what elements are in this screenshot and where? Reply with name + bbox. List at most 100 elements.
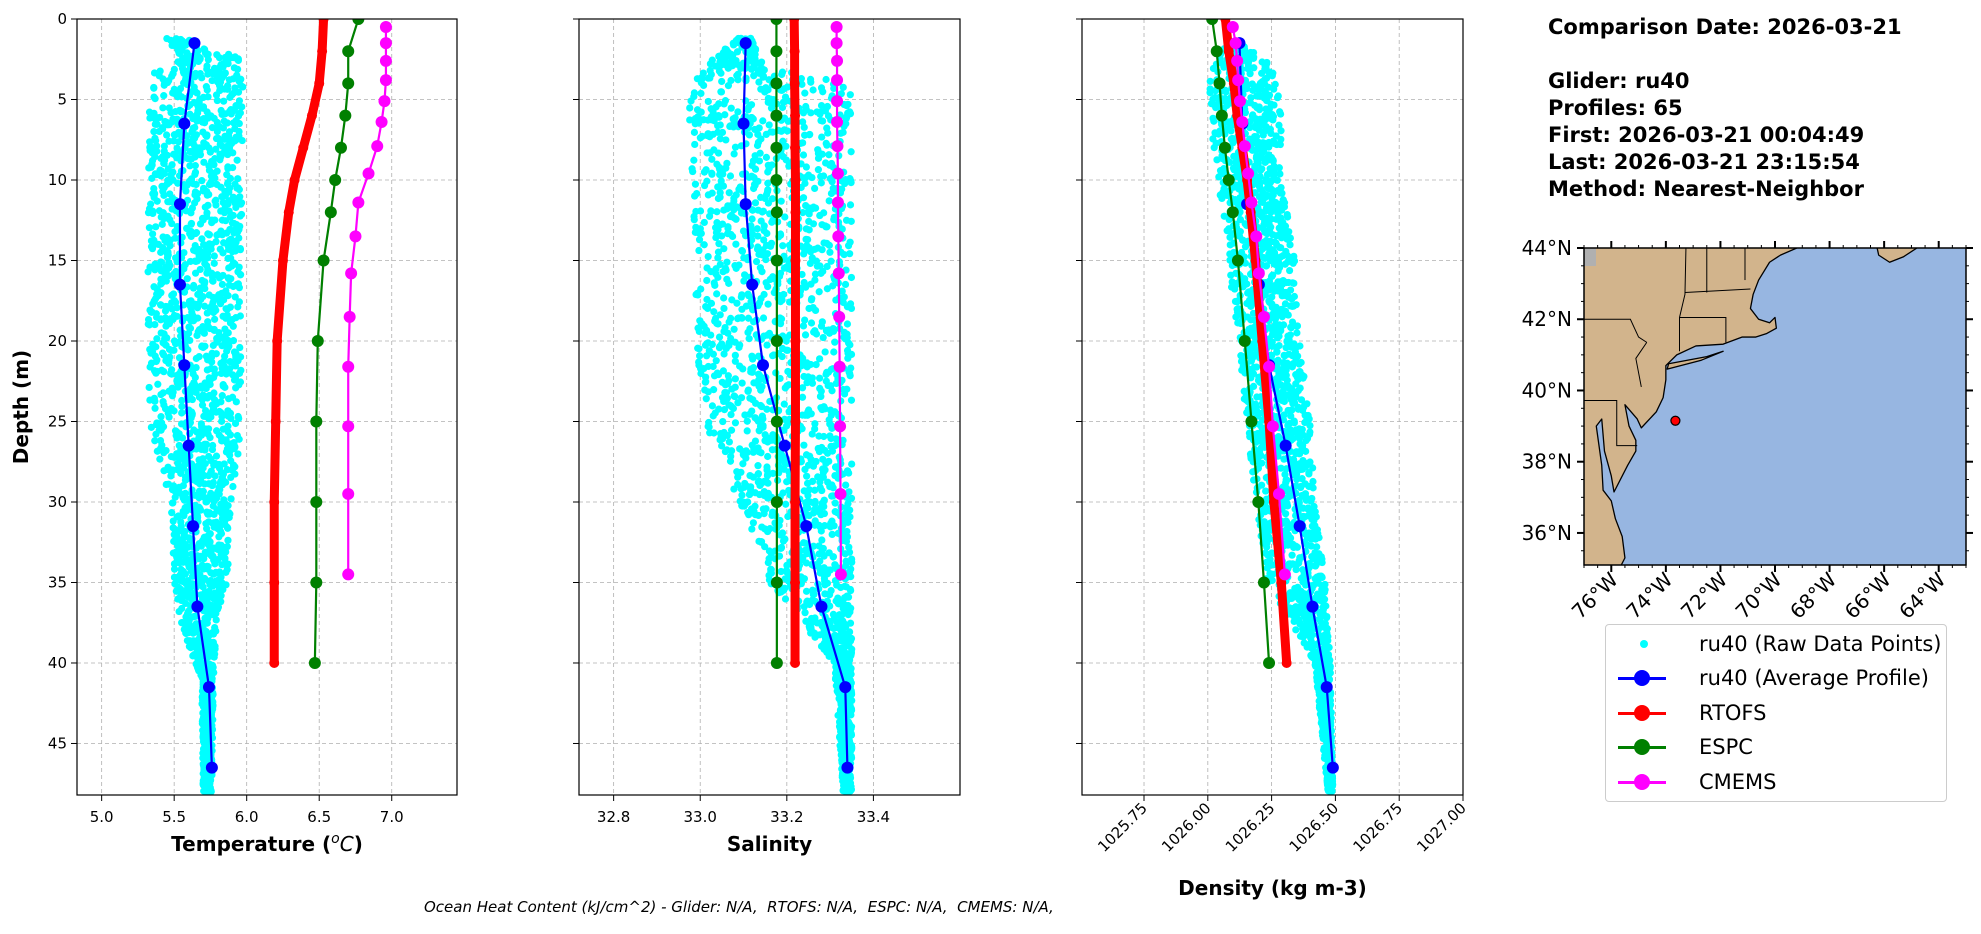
raw-data-point (693, 106, 702, 114)
raw-data-point (722, 164, 730, 172)
series-marker (178, 117, 191, 130)
raw-data-point (800, 123, 808, 131)
raw-data-point (730, 206, 738, 214)
raw-data-point (754, 177, 762, 185)
raw-data-point (841, 179, 849, 188)
raw-data-point (739, 460, 747, 468)
raw-data-point (780, 264, 789, 272)
raw-data-point (740, 254, 748, 262)
raw-data-point (823, 633, 831, 641)
raw-data-point (213, 167, 221, 175)
raw-data-point (208, 392, 216, 401)
raw-data-point (718, 442, 726, 450)
raw-data-point (179, 567, 187, 575)
raw-data-point (821, 348, 829, 356)
raw-data-point (767, 239, 776, 247)
raw-data-point (170, 537, 178, 545)
raw-data-point (193, 195, 201, 203)
raw-data-point (696, 352, 704, 360)
raw-data-point (234, 175, 242, 183)
raw-data-point (747, 483, 755, 491)
raw-data-point (195, 650, 204, 658)
raw-data-point (734, 108, 742, 116)
raw-data-point (1226, 158, 1234, 166)
raw-data-point (1248, 146, 1257, 154)
raw-data-point (714, 273, 722, 281)
raw-data-point (817, 269, 825, 277)
raw-data-point (825, 151, 833, 159)
raw-data-point (157, 413, 165, 421)
x-axis-label-part: Temperature ( (171, 832, 331, 856)
raw-data-point (225, 207, 233, 215)
raw-data-point (724, 224, 732, 232)
raw-data-point (221, 352, 229, 360)
raw-data-point (737, 468, 745, 476)
raw-data-point (224, 163, 232, 171)
raw-data-point (189, 317, 198, 325)
raw-data-point (191, 269, 200, 277)
raw-data-point (799, 322, 808, 330)
raw-data-point (201, 588, 209, 596)
raw-data-point (189, 462, 197, 471)
raw-data-point (180, 512, 188, 520)
raw-data-point (845, 781, 853, 789)
raw-data-point (707, 331, 715, 339)
y-tick-label: 5 (57, 90, 67, 108)
raw-data-point (190, 476, 198, 484)
raw-data-point (1286, 241, 1294, 249)
raw-data-point (207, 413, 215, 421)
raw-data-point (157, 267, 165, 275)
raw-data-point (818, 150, 826, 158)
raw-data-point (808, 379, 817, 387)
raw-data-point (759, 415, 767, 423)
series-marker (362, 167, 375, 180)
raw-data-point (729, 115, 737, 123)
raw-data-point (751, 511, 760, 519)
raw-data-point (165, 77, 173, 85)
raw-data-point (755, 427, 763, 435)
raw-data-point (160, 147, 168, 155)
x-axis-label-part: C (340, 832, 354, 856)
raw-data-point (155, 207, 164, 215)
raw-data-point (737, 485, 745, 493)
raw-data-point (815, 288, 823, 296)
raw-data-point (209, 273, 217, 281)
raw-data-point (212, 238, 220, 246)
raw-data-point (185, 579, 193, 587)
raw-data-point (817, 84, 826, 92)
raw-data-point (207, 494, 215, 502)
raw-data-point (236, 271, 245, 279)
raw-data-point (697, 285, 705, 293)
x-tick-label: 1026.00 (1158, 799, 1215, 856)
raw-data-point (804, 236, 812, 244)
x-tick-label: 1026.25 (1222, 799, 1279, 856)
raw-data-point (702, 302, 710, 311)
raw-data-point (185, 534, 193, 542)
raw-data-point (698, 73, 706, 81)
raw-data-point (195, 353, 203, 361)
raw-data-point (172, 41, 181, 49)
raw-data-point (748, 407, 756, 415)
raw-data-point (816, 211, 824, 220)
raw-data-point (703, 276, 711, 285)
raw-data-point (846, 369, 854, 378)
raw-data-point (727, 314, 735, 322)
raw-data-point (188, 409, 196, 418)
raw-data-point (198, 443, 206, 451)
raw-data-point (1206, 77, 1214, 85)
raw-data-point (234, 56, 243, 65)
raw-data-point (842, 216, 851, 224)
raw-data-point (845, 548, 854, 556)
raw-data-point (208, 216, 216, 224)
raw-data-point (225, 395, 233, 403)
raw-data-point (824, 381, 832, 390)
raw-data-point (798, 393, 807, 401)
raw-data-point (1247, 48, 1255, 57)
raw-data-point (731, 143, 740, 151)
raw-data-point (727, 426, 736, 434)
raw-data-point (708, 170, 716, 178)
raw-data-point (215, 54, 224, 62)
raw-data-point (751, 502, 759, 510)
raw-data-point (800, 603, 808, 611)
